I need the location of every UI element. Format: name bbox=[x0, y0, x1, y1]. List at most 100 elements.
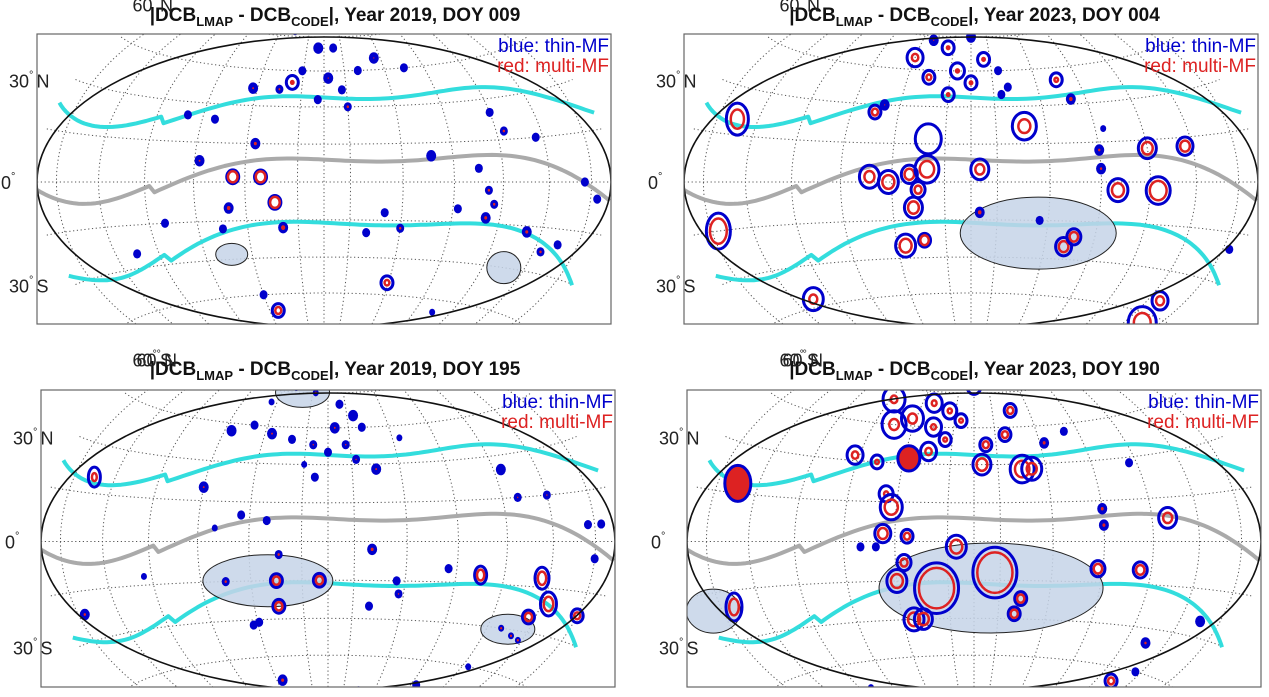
multi-mf-marker bbox=[957, 417, 965, 424]
dcb-marker bbox=[905, 46, 925, 69]
dcb-marker bbox=[490, 199, 499, 209]
legend-thin-mf: blue: thin-MF bbox=[498, 36, 609, 57]
multi-mf-marker bbox=[906, 412, 919, 425]
thin-mf-marker bbox=[313, 42, 324, 54]
dcb-marker bbox=[1054, 235, 1074, 258]
thin-mf-marker bbox=[271, 597, 287, 615]
thin-mf-marker bbox=[940, 39, 956, 57]
multi-mf-marker bbox=[525, 230, 529, 234]
thin-mf-marker bbox=[953, 412, 969, 430]
thin-mf-marker bbox=[941, 401, 959, 421]
multi-mf-marker bbox=[919, 234, 930, 247]
dcb-marker bbox=[329, 422, 340, 434]
dcb-marker bbox=[211, 524, 218, 532]
dcb-marker bbox=[348, 409, 359, 422]
thin-mf-marker bbox=[1089, 559, 1107, 579]
dcb-marker bbox=[344, 370, 352, 379]
label-equator: 0° bbox=[1, 171, 15, 193]
dcb-marker bbox=[704, 211, 732, 251]
panel-title: |DCBLMAP - DCBCODE|, Year 2019, DOY 195 bbox=[149, 359, 521, 383]
highlight-region bbox=[955, 5, 989, 27]
multi-mf-marker bbox=[910, 52, 920, 63]
multi-mf-marker bbox=[274, 305, 283, 316]
thin-mf-marker bbox=[895, 552, 913, 573]
dcb-marker bbox=[994, 66, 1003, 76]
thin-mf-marker bbox=[380, 208, 389, 218]
dcb-marker bbox=[284, 74, 300, 91]
thin-mf-marker bbox=[288, 434, 297, 444]
dcb-marker bbox=[267, 427, 278, 440]
globe-outline bbox=[37, 36, 611, 324]
thin-mf-marker bbox=[905, 46, 925, 69]
multi-mf-marker bbox=[949, 538, 964, 555]
dcb-marker bbox=[1157, 506, 1179, 530]
dcb-marker bbox=[940, 39, 956, 57]
dcb-marker bbox=[271, 597, 287, 615]
multi-mf-marker bbox=[974, 162, 986, 176]
dcb-marker bbox=[723, 463, 753, 503]
thin-mf-marker bbox=[1131, 667, 1140, 677]
thin-mf-marker bbox=[520, 608, 536, 626]
dcb-marker bbox=[1089, 559, 1107, 579]
graticule-parallel bbox=[46, 219, 602, 236]
globe-outline bbox=[41, 392, 615, 687]
plot-frame bbox=[40, 389, 616, 688]
graticule-parallel bbox=[910, 34, 1032, 38]
dcb-marker bbox=[396, 223, 405, 233]
thin-mf-marker bbox=[344, 370, 352, 379]
thin-mf-marker bbox=[237, 510, 246, 520]
magnetic-latitude-south-line bbox=[68, 219, 574, 286]
thin-mf-marker bbox=[350, 34, 354, 35]
dcb-marker bbox=[259, 290, 268, 300]
dcb-marker bbox=[337, 85, 346, 95]
graticule-parallel bbox=[693, 128, 1249, 145]
thin-mf-marker bbox=[724, 101, 750, 137]
label-30s: 30° S bbox=[659, 637, 698, 659]
multi-mf-marker bbox=[383, 278, 391, 287]
panel-2019-doy009: |DCBLMAP - DCBCODE|, Year 2019, DOY 009 … bbox=[0, 0, 640, 371]
highlight-region bbox=[687, 588, 741, 634]
thin-mf-marker bbox=[1175, 135, 1195, 157]
dcb-marker bbox=[365, 601, 374, 611]
thin-mf-marker bbox=[1100, 125, 1107, 132]
dcb-marker bbox=[580, 177, 589, 187]
dcb-marker bbox=[352, 454, 361, 465]
thin-mf-marker bbox=[365, 601, 374, 611]
multi-mf-marker bbox=[366, 332, 369, 335]
thin-mf-marker bbox=[140, 572, 147, 580]
thin-mf-marker bbox=[978, 436, 994, 454]
graticule-meridian bbox=[1113, 34, 1198, 324]
dcb-marker bbox=[311, 571, 327, 589]
multi-mf-marker bbox=[708, 217, 729, 245]
dcb-marker bbox=[871, 542, 880, 552]
thin-mf-marker bbox=[880, 409, 908, 440]
dcb-marker bbox=[937, 431, 953, 448]
thin-mf-marker bbox=[1126, 305, 1158, 324]
magnetic-equator-line bbox=[41, 511, 615, 566]
dcb-marker bbox=[267, 193, 283, 211]
highlight-region bbox=[317, 0, 331, 10]
dcb-marker bbox=[253, 168, 269, 186]
dcb-marker bbox=[912, 607, 934, 631]
dcb-marker bbox=[1008, 453, 1036, 485]
label-30n: 30° N bbox=[656, 69, 696, 91]
multi-mf-marker bbox=[314, 574, 325, 586]
dcb-marker bbox=[856, 542, 865, 552]
multi-mf-marker bbox=[1015, 593, 1026, 604]
multi-mf-marker bbox=[903, 167, 916, 182]
dcb-marker bbox=[140, 572, 147, 580]
graticule-parallel bbox=[185, 690, 472, 697]
thin-mf-marker bbox=[921, 68, 937, 86]
label-30s: 30° S bbox=[13, 637, 52, 659]
dcb-marker bbox=[392, 576, 401, 586]
multi-mf-marker bbox=[968, 80, 974, 86]
dcb-marker bbox=[336, 12, 342, 19]
thin-mf-marker bbox=[1054, 235, 1074, 258]
dcb-marker bbox=[940, 86, 956, 104]
dcb-marker bbox=[997, 89, 1006, 100]
legend-thin-mf: blue: thin-MF bbox=[1148, 392, 1259, 413]
dcb-marker bbox=[885, 568, 909, 595]
dcb-marker bbox=[974, 206, 985, 219]
thin-mf-marker bbox=[1065, 227, 1083, 247]
